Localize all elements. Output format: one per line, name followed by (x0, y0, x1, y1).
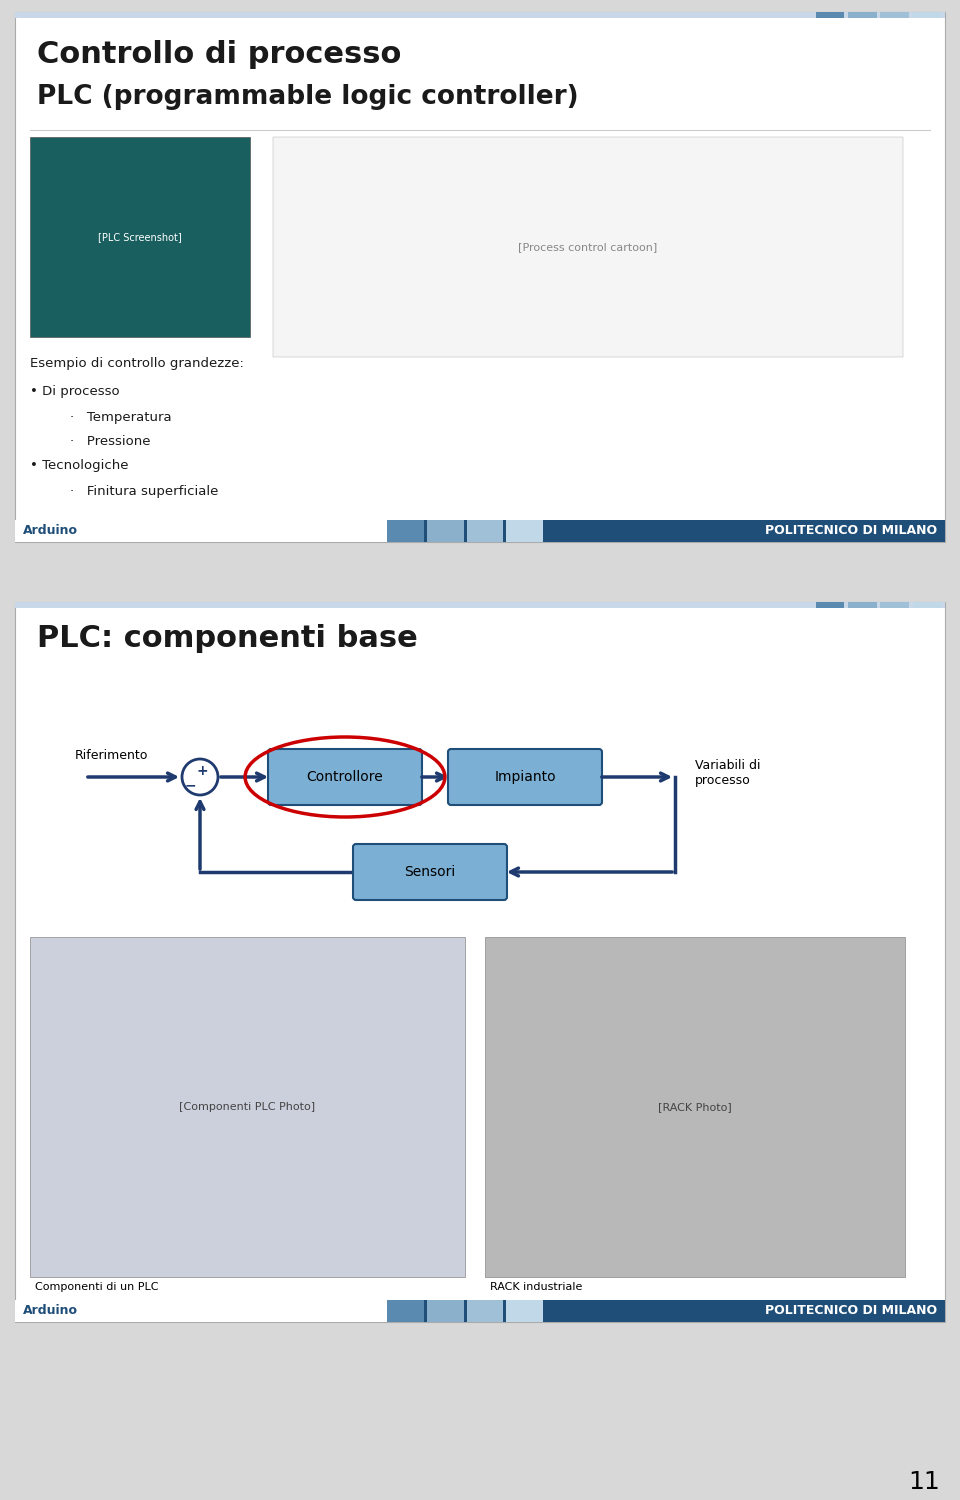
FancyBboxPatch shape (15, 520, 945, 542)
FancyBboxPatch shape (387, 1300, 945, 1322)
FancyBboxPatch shape (387, 1300, 423, 1322)
FancyBboxPatch shape (387, 520, 945, 542)
FancyBboxPatch shape (427, 520, 464, 542)
Text: PLC (programmable logic controller): PLC (programmable logic controller) (37, 84, 579, 110)
FancyBboxPatch shape (427, 1300, 464, 1322)
FancyBboxPatch shape (30, 136, 250, 338)
FancyBboxPatch shape (848, 602, 876, 608)
Text: • Di processo: • Di processo (30, 386, 120, 398)
Text: Riferimento: Riferimento (75, 748, 149, 762)
Text: POLITECNICO DI MILANO: POLITECNICO DI MILANO (765, 525, 937, 537)
Text: • Tecnologiche: • Tecnologiche (30, 459, 129, 472)
FancyBboxPatch shape (506, 1300, 543, 1322)
FancyBboxPatch shape (448, 748, 602, 806)
Text: −: − (184, 778, 196, 792)
FancyBboxPatch shape (880, 602, 909, 608)
FancyBboxPatch shape (880, 12, 909, 18)
FancyBboxPatch shape (816, 12, 844, 18)
FancyBboxPatch shape (268, 748, 422, 806)
FancyBboxPatch shape (15, 602, 945, 1322)
Text: Impianto: Impianto (494, 770, 556, 784)
Text: ·   Temperatura: · Temperatura (70, 411, 172, 424)
FancyBboxPatch shape (15, 12, 945, 542)
FancyBboxPatch shape (273, 136, 903, 357)
FancyBboxPatch shape (913, 602, 941, 608)
Text: Esempio di controllo grandezze:: Esempio di controllo grandezze: (30, 357, 244, 370)
Text: PLC: componenti base: PLC: componenti base (37, 624, 418, 652)
Text: Controllo di processo: Controllo di processo (37, 40, 401, 69)
FancyBboxPatch shape (816, 602, 844, 608)
Text: [PLC Screenshot]: [PLC Screenshot] (98, 232, 181, 242)
Text: RACK industriale: RACK industriale (490, 1282, 583, 1292)
FancyBboxPatch shape (15, 1300, 945, 1322)
FancyBboxPatch shape (387, 520, 423, 542)
FancyBboxPatch shape (15, 602, 945, 608)
Text: POLITECNICO DI MILANO: POLITECNICO DI MILANO (765, 1305, 937, 1317)
Text: Sensori: Sensori (404, 865, 456, 879)
Text: Arduino: Arduino (23, 525, 78, 537)
FancyBboxPatch shape (506, 520, 543, 542)
Text: [Componenti PLC Photo]: [Componenti PLC Photo] (180, 1102, 316, 1112)
Text: 11: 11 (908, 1470, 940, 1494)
Text: [Process control cartoon]: [Process control cartoon] (518, 242, 658, 252)
Text: ·   Pressione: · Pressione (70, 435, 151, 448)
FancyBboxPatch shape (30, 938, 465, 1276)
Text: ·   Finitura superficiale: · Finitura superficiale (70, 484, 218, 498)
FancyBboxPatch shape (15, 12, 945, 18)
FancyBboxPatch shape (485, 938, 905, 1276)
Text: +: + (196, 764, 207, 778)
Text: Arduino: Arduino (23, 1305, 78, 1317)
FancyBboxPatch shape (467, 520, 503, 542)
Text: Variabili di
processo: Variabili di processo (695, 759, 760, 788)
Text: Componenti di un PLC: Componenti di un PLC (35, 1282, 158, 1292)
Text: Controllore: Controllore (306, 770, 383, 784)
FancyBboxPatch shape (848, 12, 876, 18)
FancyBboxPatch shape (913, 12, 941, 18)
Text: [RACK Photo]: [RACK Photo] (659, 1102, 732, 1112)
FancyBboxPatch shape (467, 1300, 503, 1322)
FancyBboxPatch shape (353, 844, 507, 900)
